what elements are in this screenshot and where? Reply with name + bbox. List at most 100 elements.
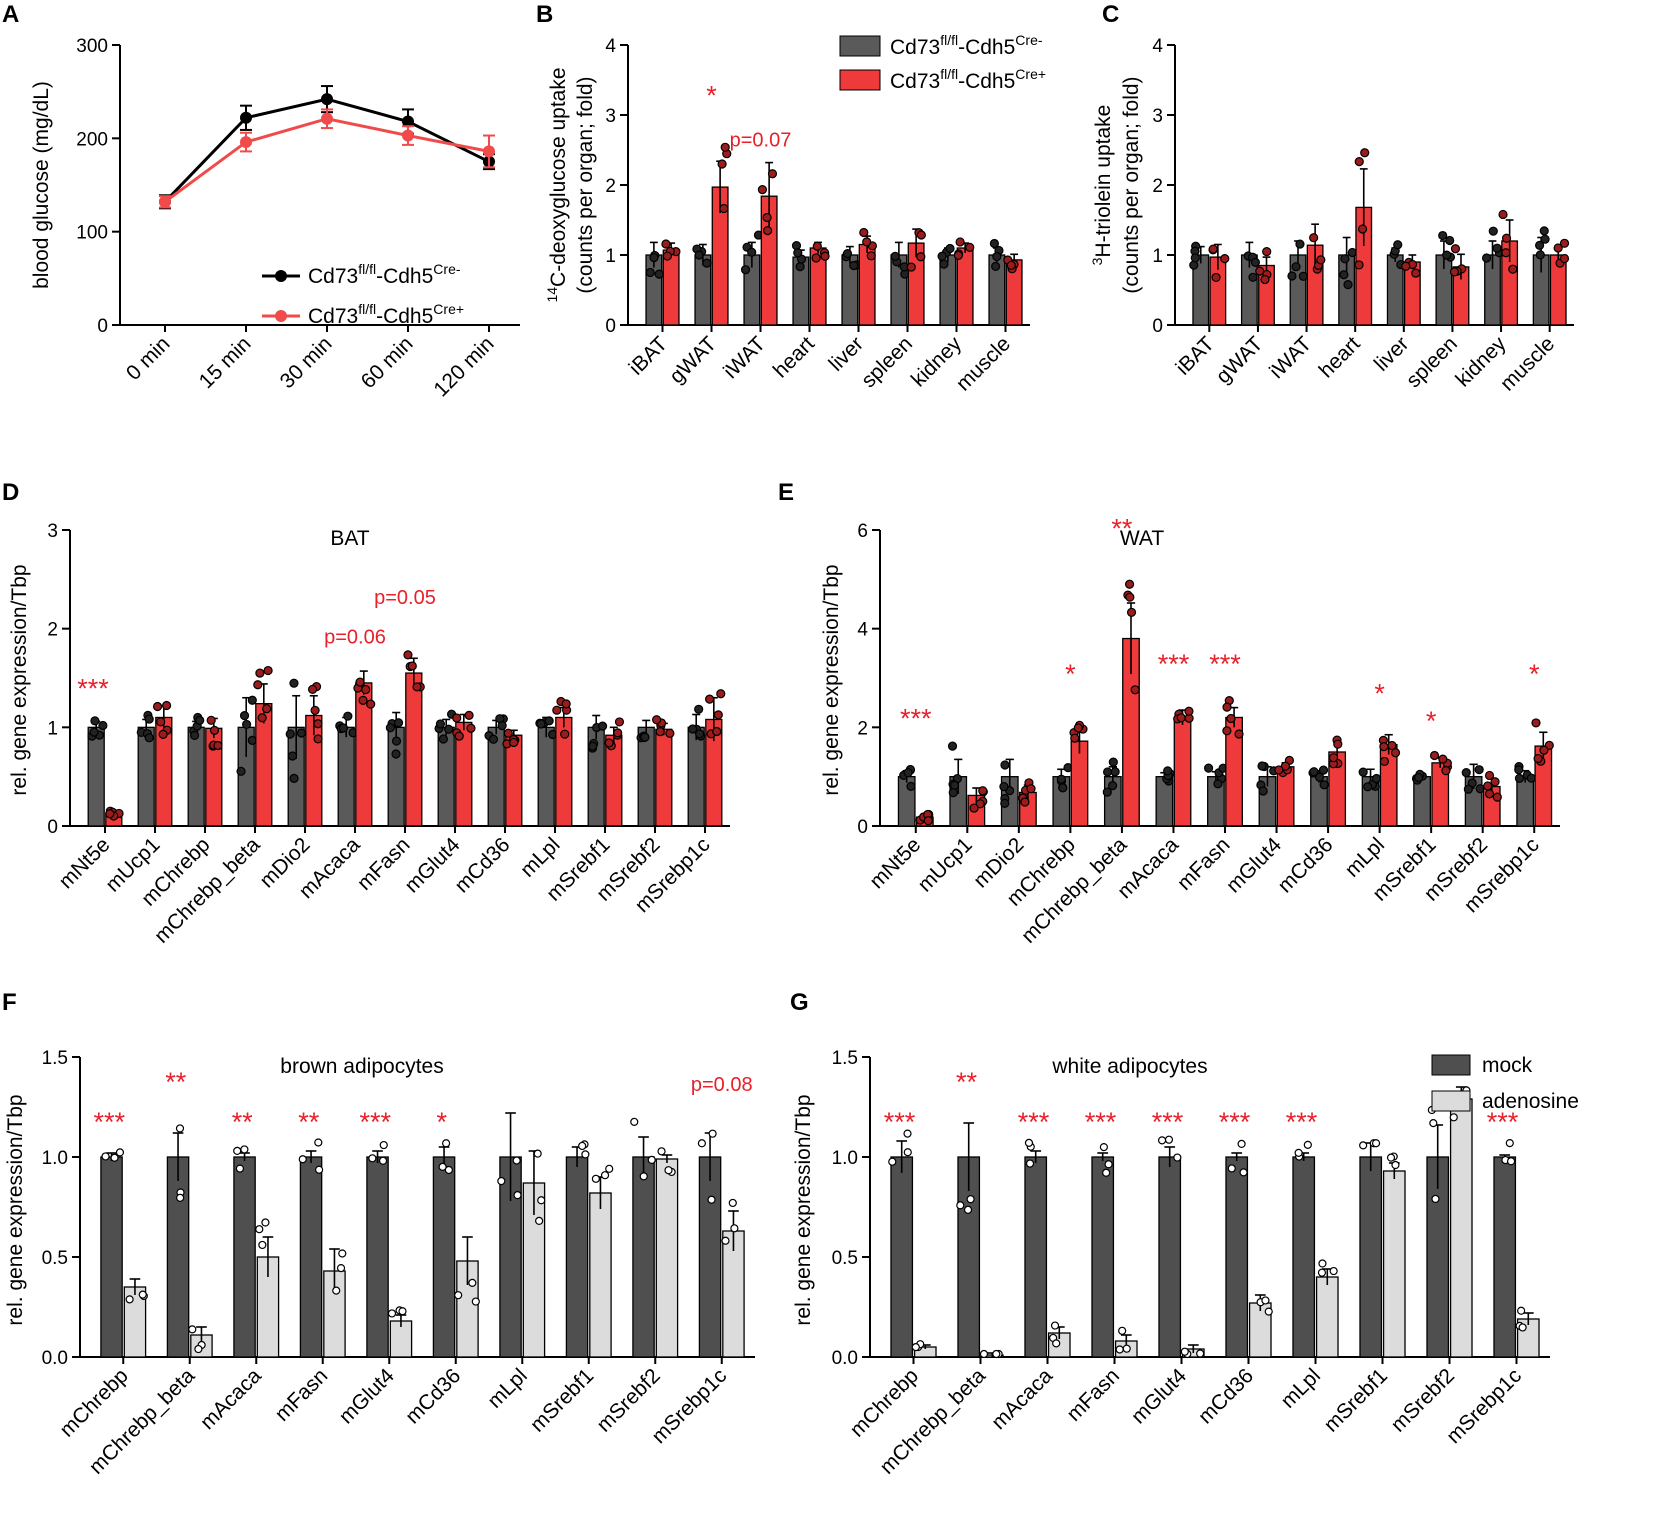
e-dot [1483, 781, 1493, 791]
f-y-tick-label: 1.5 [42, 1048, 68, 1069]
d-dot [158, 729, 168, 739]
e-dot [1328, 753, 1339, 763]
c-dot [1220, 254, 1230, 264]
a-x-tick-label: 0 min [122, 332, 175, 385]
g-dot [1052, 1339, 1061, 1348]
d-dot [614, 717, 625, 727]
e-dot [1379, 742, 1389, 752]
g-dot [1180, 1347, 1189, 1356]
b-dot [654, 269, 664, 279]
d-dot [403, 650, 413, 660]
f-dot [471, 1297, 480, 1306]
g-bar-b [1382, 1170, 1406, 1358]
c-y-tick-label: 0 [1152, 316, 1163, 337]
g-dot [903, 1129, 912, 1138]
legend-b-ctrl-label: Cd73fl/fl-Cdh5Cre- [890, 32, 1043, 59]
b-dot [916, 252, 926, 262]
e-dot [1484, 789, 1495, 799]
f-dot [664, 1166, 673, 1175]
g-dot [966, 1195, 975, 1204]
g-dot [1505, 1139, 1514, 1148]
d-dot [393, 718, 404, 728]
f-y-tick-label: 0.5 [42, 1248, 68, 1269]
panel-label-e: E [778, 479, 794, 506]
g-dot [1386, 1153, 1396, 1162]
d-dot [343, 711, 353, 721]
f-bar-a [166, 1156, 190, 1358]
f-dot [600, 1171, 610, 1180]
c-dot [1298, 271, 1308, 281]
c-dot [1211, 272, 1221, 283]
a-x-tick-label: 15 min [195, 332, 256, 393]
chart-a: 0 100 200 300 0 min 15 min 30 min 60 min 120 min… [30, 36, 520, 401]
f-dot [115, 1148, 125, 1157]
c-dot [1190, 253, 1200, 263]
b-dot [747, 247, 757, 257]
d-dot [503, 728, 513, 738]
e-y-label: rel. gene expression/Tbp [820, 564, 843, 795]
e-dot [1176, 713, 1186, 723]
g-dot [1102, 1168, 1111, 1177]
d-dot [313, 719, 323, 729]
b-annotation: p=0.07 [730, 130, 792, 152]
e-bar-b [1070, 740, 1089, 827]
d-dot [497, 720, 507, 731]
f-dot [125, 1295, 134, 1304]
c-dot [1535, 250, 1545, 260]
f-annotation: *** [93, 1107, 125, 1137]
e-dot [1126, 607, 1137, 617]
f-dot [535, 1216, 544, 1226]
d-dot [358, 695, 368, 705]
e-dot [947, 741, 958, 751]
d-dot [466, 723, 476, 733]
f-dot [379, 1140, 388, 1150]
e-dot [1226, 713, 1236, 724]
b-y-label-2: (counts per organ; fold) [574, 76, 597, 293]
g-annotation: *** [1487, 1107, 1519, 1137]
f-bar-a [698, 1156, 722, 1358]
d-dot [435, 719, 446, 729]
f-bar-a [432, 1156, 456, 1358]
e-dot [1107, 781, 1118, 791]
f-dot [454, 1291, 463, 1300]
f-dot [707, 1195, 716, 1204]
g-dot [1318, 1259, 1327, 1268]
g-dot [1173, 1153, 1182, 1162]
e-dot [1234, 729, 1244, 739]
f-x-tick-label: mSrebf1 [526, 1364, 598, 1436]
e-dot [1414, 772, 1424, 783]
b-dot [842, 248, 853, 259]
f-dot [647, 1155, 656, 1165]
e-inset-title: WAT [1120, 527, 1164, 550]
a-y-tick-label: 0 [97, 316, 108, 337]
e-dot [1363, 782, 1373, 792]
e-annotation: * [1529, 659, 1540, 689]
e-dot [1058, 783, 1068, 793]
f-bar-a [299, 1156, 323, 1358]
g-annotation: ** [956, 1067, 978, 1097]
g-dot [1099, 1142, 1108, 1152]
d-y-tick-label: 0 [47, 817, 58, 838]
d-dot [241, 719, 252, 730]
e-dot [1130, 685, 1140, 695]
c-dot [1250, 257, 1261, 267]
e-dot [1103, 767, 1113, 777]
f-annotation: p=0.08 [691, 1074, 753, 1096]
f-dot [398, 1307, 407, 1316]
e-dot [1533, 753, 1543, 764]
c-dot [1438, 230, 1448, 241]
b-y-tick-label: 2 [605, 176, 616, 197]
c-y-label: 3H-triolein uptake [1089, 105, 1115, 266]
g-dot [956, 1201, 965, 1210]
e-dot [1539, 745, 1549, 755]
g-dot [1227, 1164, 1236, 1173]
d-bar-a [187, 726, 205, 827]
b-dot [719, 203, 729, 214]
d-dot [588, 741, 598, 751]
e-dot [1020, 797, 1030, 807]
e-y-tick-label: 2 [857, 718, 868, 739]
legend-a: Cd73fl/fl-Cdh5Cre- Cd73fl/fl-Cdh5Cre+ [262, 261, 464, 328]
b-dot [862, 237, 872, 247]
b-y-tick-label: 4 [605, 36, 616, 57]
g-dot [1025, 1159, 1035, 1168]
